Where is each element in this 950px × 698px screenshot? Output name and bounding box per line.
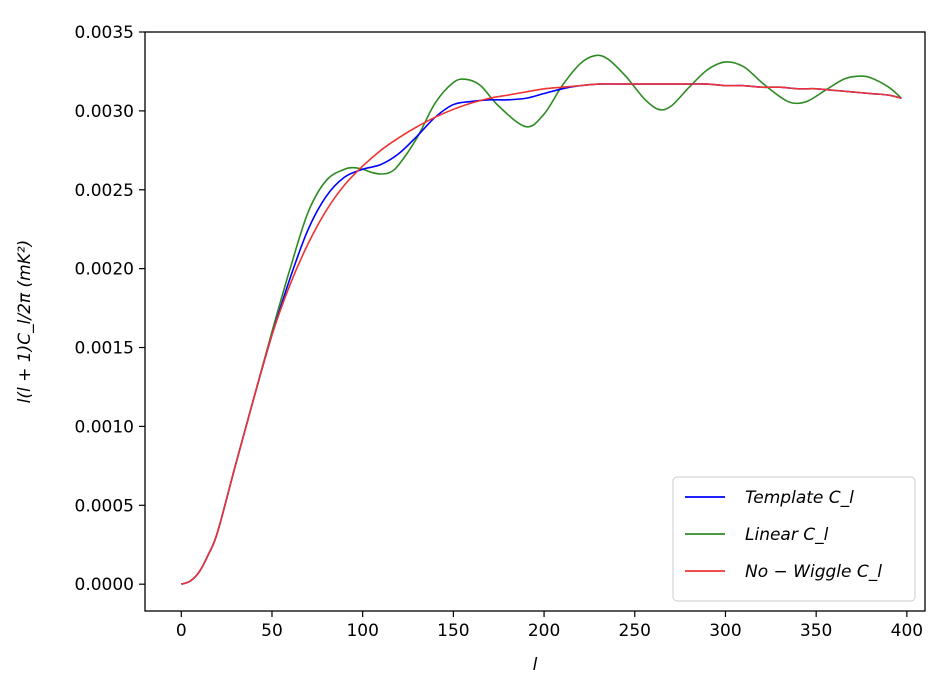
x-tick-label: 150: [437, 621, 469, 641]
x-axis-ticks: 0 50 100 150 200 250 300 350 400: [176, 611, 923, 641]
y-tick-label: 0.0000: [75, 575, 134, 595]
y-tick-label: 0.0030: [75, 102, 134, 122]
x-tick-label: 400: [891, 621, 923, 641]
x-tick-label: 300: [709, 621, 741, 641]
x-tick-label: 200: [528, 621, 560, 641]
series-layer: [181, 54, 902, 585]
y-tick-label: 0.0035: [75, 23, 134, 43]
y-tick-label: 0.0005: [75, 496, 134, 516]
x-tick-label: 50: [261, 621, 283, 641]
y-tick-label: 0.0020: [75, 260, 134, 280]
axes-frame: [144, 31, 926, 612]
x-tick-label: 0: [176, 621, 187, 641]
plot-area: [144, 31, 926, 612]
legend-entry-label: Linear C_l: [745, 525, 829, 545]
series-line-1: [181, 54, 902, 585]
legend: Template C_l Linear C_l No − Wiggle C_l: [672, 476, 916, 602]
y-axis-ticks: 0.0000 0.0005 0.0010 0.0015 0.0020 0.0025 0.00…: [75, 23, 145, 595]
y-tick-label: 0.0025: [75, 181, 134, 201]
x-tick-label: 250: [619, 621, 651, 641]
series-line-2: [181, 83, 902, 585]
legend-entry-label: Template C_l: [745, 488, 854, 508]
legend-entry-label: No − Wiggle C_l: [745, 562, 882, 582]
x-tick-label: 100: [346, 621, 378, 641]
y-axis-label: l(l + 1)C_l/2π (mK²): [15, 240, 35, 404]
y-tick-label: 0.0015: [75, 339, 134, 359]
x-axis-label: l: [533, 655, 538, 675]
y-tick-label: 0.0010: [75, 417, 134, 437]
x-tick-label: 350: [800, 621, 832, 641]
legend-box: [672, 476, 916, 602]
